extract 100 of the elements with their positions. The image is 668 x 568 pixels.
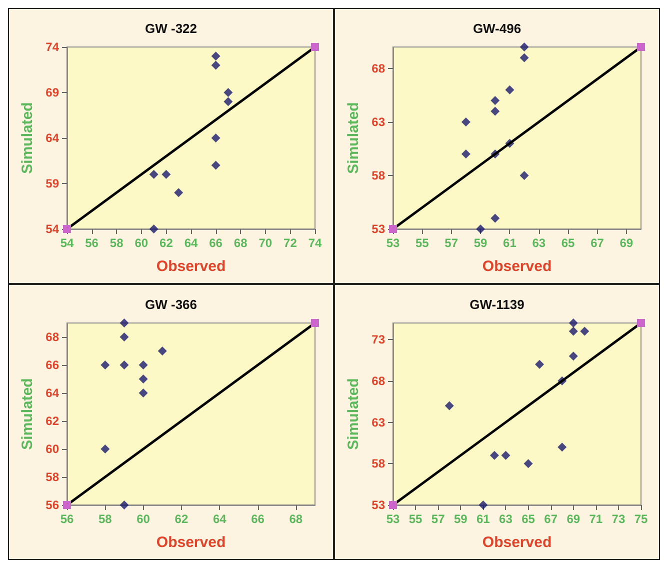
y-tick-label: 64 [46, 131, 60, 145]
point [138, 360, 148, 370]
x-tick-label: 61 [476, 512, 490, 526]
y-axis-title: Simulated [18, 378, 36, 450]
x-tick-label: 72 [284, 236, 298, 250]
x-tick-label: 57 [444, 236, 458, 250]
y-tick-label: 53 [372, 498, 386, 512]
point [389, 225, 397, 233]
x-tick-label: 58 [98, 512, 112, 526]
x-tick-label: 59 [474, 236, 488, 250]
y-tick-label: 58 [372, 456, 386, 471]
point [211, 60, 220, 70]
point [174, 188, 184, 198]
x-axis-title: Observed [156, 534, 226, 551]
x-tick-label: 57 [431, 512, 446, 526]
chart-title: GW-1139 [470, 297, 524, 312]
point [211, 134, 220, 142]
y-tick-label: 68 [46, 330, 60, 344]
x-tick-label: 63 [532, 236, 546, 250]
point [311, 43, 319, 51]
x-tick-label: 66 [209, 236, 223, 250]
point [558, 442, 567, 452]
point [100, 360, 110, 370]
x-tick-label: 68 [234, 236, 248, 250]
y-tick-label: 73 [372, 332, 386, 347]
chart-title: GW -366 [144, 297, 198, 312]
y-tick-label: 58 [372, 168, 386, 182]
y-axis-title: Simulated [344, 102, 362, 174]
point [100, 444, 110, 454]
x-tick-label: 62 [174, 512, 188, 526]
x-tick-label: 66 [251, 512, 265, 526]
x-tick-label: 73 [612, 512, 626, 526]
point [120, 318, 129, 328]
x-tick-label: 70 [258, 236, 272, 250]
point [490, 450, 499, 460]
point [535, 360, 544, 369]
x-tick-label: 65 [561, 236, 576, 250]
y-axis-title: Simulated [18, 102, 36, 174]
point [637, 319, 645, 327]
point [637, 43, 645, 51]
y-tick-label: 66 [46, 358, 60, 372]
y-tick-label: 68 [372, 374, 386, 388]
x-tick-label: 75 [634, 512, 648, 526]
point [63, 501, 71, 509]
point [580, 326, 590, 336]
y-tick-label: 64 [46, 386, 60, 400]
point [120, 500, 129, 510]
point [63, 225, 71, 233]
point [501, 450, 510, 460]
point [211, 52, 220, 61]
x-tick-label: 55 [408, 512, 423, 526]
x-tick-label: 60 [134, 236, 148, 250]
y-tick-label: 74 [46, 40, 60, 54]
x-tick-label: 63 [499, 512, 513, 526]
x-tick-label: 53 [386, 236, 400, 250]
x-tick-label: 69 [566, 512, 580, 526]
y-tick-label: 60 [46, 442, 60, 456]
point [476, 224, 486, 234]
x-axis-title: Observed [482, 534, 552, 551]
x-tick-label: 62 [160, 236, 174, 250]
point [138, 374, 148, 384]
x-tick-label: 74 [308, 236, 322, 250]
y-tick-label: 68 [372, 61, 386, 76]
y-tick-label: 56 [46, 498, 60, 512]
y-tick-label: 59 [46, 176, 60, 190]
y-tick-label: 63 [372, 114, 386, 129]
x-tick-label: 65 [522, 512, 536, 526]
x-tick-label: 71 [589, 512, 603, 526]
point [444, 401, 454, 410]
x-tick-label: 59 [454, 512, 468, 526]
point [211, 160, 220, 170]
x-tick-label: 53 [386, 512, 400, 526]
point [158, 346, 167, 356]
y-tick-label: 69 [46, 86, 60, 100]
x-tick-label: 56 [85, 236, 99, 250]
point [311, 319, 319, 327]
point [461, 150, 470, 159]
x-axis-title: Observed [482, 258, 552, 275]
y-tick-label: 54 [46, 222, 60, 236]
y-axis-title: Simulated [344, 378, 362, 450]
point [490, 214, 500, 223]
point [505, 85, 514, 94]
x-tick-label: 54 [60, 236, 74, 250]
point [120, 360, 129, 370]
y-tick-label: 62 [46, 414, 60, 428]
point [520, 170, 529, 180]
point [149, 224, 158, 234]
x-tick-label: 64 [184, 236, 198, 250]
point [138, 388, 148, 398]
x-tick-label: 56 [60, 512, 74, 526]
x-tick-label: 68 [289, 512, 303, 526]
x-tick-label: 55 [415, 236, 430, 250]
point [568, 326, 578, 336]
chart-title: GW-496 [472, 21, 522, 36]
point [568, 352, 578, 361]
point [224, 88, 233, 97]
x-tick-label: 64 [212, 512, 227, 526]
x-tick-label: 67 [544, 512, 558, 526]
point [524, 459, 533, 468]
point [149, 170, 158, 179]
